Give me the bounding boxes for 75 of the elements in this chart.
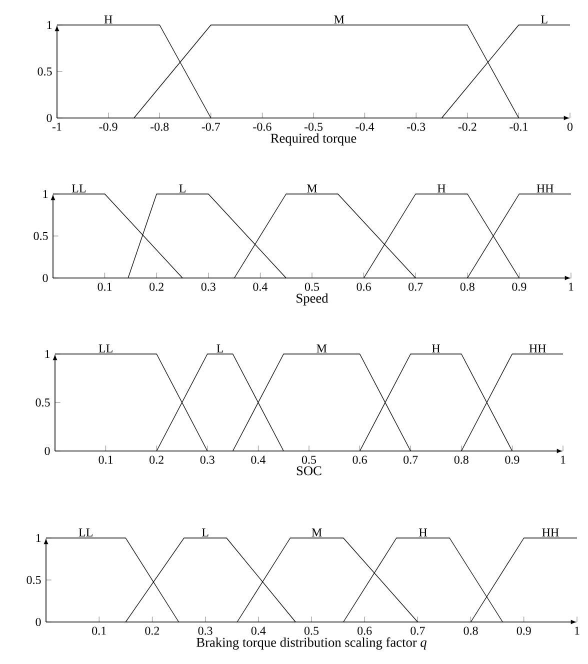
x-tick-label: -0.3	[407, 122, 426, 131]
x-tick-label: 0.6	[358, 626, 372, 635]
x-tick-label: 0	[567, 122, 573, 131]
y-tick-label: 1	[36, 534, 41, 542]
x-tick-label: 1	[575, 626, 580, 635]
x-axis-title: SOC	[296, 466, 322, 476]
x-tick-label: 0.4	[251, 626, 266, 635]
series-label: L	[179, 184, 186, 192]
x-tick-label: 0.6	[352, 456, 367, 464]
y-tick-label: 0	[44, 446, 50, 456]
x-tick-label: 0.1	[98, 456, 113, 464]
y-tick-label: 1	[43, 190, 48, 198]
x-tick-label: 0.6	[356, 282, 371, 291]
y-tick-label: 1	[47, 21, 52, 29]
x-tick-label: 0.4	[251, 456, 266, 464]
series-label: H	[432, 344, 440, 352]
x-tick-label: 0.7	[410, 626, 425, 635]
x-tick-label: -0.2	[458, 122, 476, 131]
x-tick-label: -0.5	[304, 122, 323, 131]
x-tick-label: 0.9	[516, 626, 531, 635]
x-tick-label: 0.5	[302, 456, 316, 464]
series-label: H	[419, 528, 427, 536]
x-tick-label: 0.8	[464, 626, 478, 635]
x-tick-label: 0.8	[454, 456, 468, 464]
x-tick-label: 0.9	[505, 456, 520, 464]
x-tick-label: 0.1	[92, 626, 106, 635]
series-label: H	[438, 184, 446, 192]
x-tick-label: 1	[561, 456, 566, 464]
x-tick-label: 0.1	[98, 282, 112, 291]
x-tick-label: -0.6	[253, 122, 272, 131]
series-label: LL	[78, 528, 92, 536]
x-tick-label: 0.4	[253, 282, 268, 291]
x-tick-label: -0.9	[99, 122, 118, 131]
series-label: LL	[72, 184, 86, 192]
x-tick-label: 0.7	[408, 282, 423, 291]
y-tick-label: 0.5	[34, 232, 48, 240]
x-tick-label: -0.1	[510, 122, 528, 131]
x-axis-title: Required torque	[270, 133, 356, 146]
x-tick-label: 0.5	[304, 626, 319, 635]
x-tick-label: -0.7	[202, 122, 220, 131]
y-tick-label: 0	[36, 618, 41, 626]
x-tick-label: 0.5	[304, 282, 320, 291]
series-label: L	[541, 16, 548, 24]
y-tick-label: 0.5	[26, 576, 41, 584]
x-tick-label: -0.4	[356, 122, 374, 131]
series-label: M	[312, 528, 322, 536]
x-tick-label: 0.3	[201, 282, 216, 291]
x-tick-label: 1	[569, 282, 574, 291]
series-label: HH	[542, 528, 559, 536]
x-axis-title: Speed	[296, 293, 328, 306]
series-label: L	[202, 528, 208, 536]
y-tick-label: 0	[42, 274, 48, 282]
x-tick-label: 0.3	[200, 456, 214, 464]
y-tick-label: 0.5	[38, 67, 52, 76]
x-tick-label: 0.8	[460, 282, 474, 291]
series-label: HH	[536, 184, 554, 192]
series-label: M	[316, 344, 327, 352]
y-tick-label: 0	[46, 114, 52, 122]
y-tick-label: 1	[45, 350, 50, 358]
x-tick-label: 0.2	[150, 456, 164, 464]
series-label: M	[307, 184, 317, 192]
x-tick-label: 0.2	[150, 282, 164, 291]
y-tick-label: 0.5	[36, 398, 50, 407]
x-tick-label: 0.7	[404, 456, 418, 464]
series-label: LL	[98, 344, 112, 352]
series-label: M	[334, 16, 344, 24]
x-tick-label: 0.9	[512, 282, 526, 291]
series-label: H	[104, 16, 112, 24]
x-tick-label: 0.2	[145, 626, 160, 635]
x-tick-label: 0.3	[198, 626, 212, 635]
x-axis-title: Braking torque distribution scaling factor q	[196, 637, 427, 650]
x-tick-label: -1	[52, 122, 62, 131]
series-label: L	[216, 344, 224, 352]
series-label: HH	[529, 344, 546, 352]
x-tick-label: -0.8	[150, 122, 169, 131]
